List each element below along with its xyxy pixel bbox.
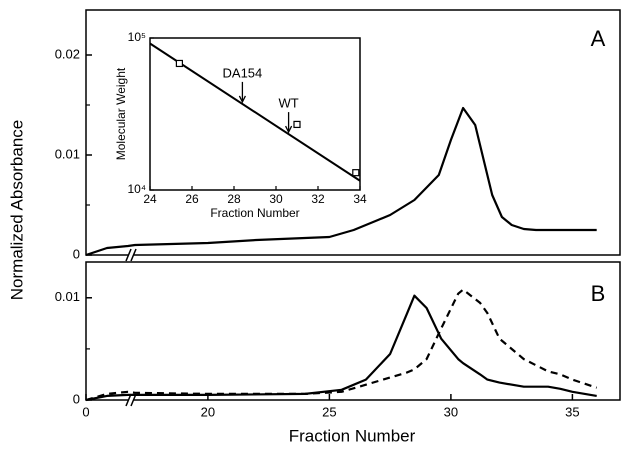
x-axis-label: Fraction Number (289, 426, 416, 445)
x-tick-label: 20 (201, 404, 215, 419)
annotation: DA154 (223, 65, 263, 80)
annotation: WT (278, 96, 298, 111)
fit-line (149, 42, 361, 182)
x-tick-label: 24 (143, 192, 157, 206)
y-tick-label: 10⁵ (128, 30, 146, 44)
y-tick-label: 0 (73, 246, 80, 261)
y-axis-label: Normalized Absorbance (7, 120, 26, 300)
x-tick-label: 35 (565, 404, 579, 419)
plot-frame (85, 9, 621, 256)
data-point (175, 59, 183, 68)
x-tick-label: 0 (82, 404, 89, 419)
y-tick-label: 0.01 (55, 289, 80, 304)
data-point (293, 120, 301, 129)
x-tick-label: 30 (444, 404, 458, 419)
x-tick-label: 34 (353, 192, 367, 206)
axis-break-gap (129, 249, 134, 261)
y-tick-label: 0 (73, 391, 80, 406)
x-tick-label: 30 (269, 192, 283, 206)
x-axis-label: Fraction Number (210, 206, 299, 220)
data-line (85, 288, 598, 402)
x-tick-label: 26 (185, 192, 199, 206)
panel-label: B (591, 281, 606, 306)
axis-break (125, 248, 132, 262)
annotation-arrowhead (285, 125, 293, 134)
data-point (352, 169, 360, 177)
annotation-arrowhead (238, 95, 246, 104)
y-tick-label: 10⁴ (127, 182, 146, 196)
panel-label: A (591, 26, 606, 51)
data-line (85, 294, 597, 402)
inset-frame (149, 37, 361, 191)
y-tick-label: 0.01 (55, 146, 80, 161)
data-line (85, 106, 597, 257)
plot-frame (85, 261, 621, 401)
y-tick-label: 0.02 (55, 46, 80, 61)
axis-break (130, 248, 137, 262)
y-axis-label: Molecular Weight (114, 67, 128, 160)
x-tick-label: 25 (322, 404, 336, 419)
x-tick-label: 28 (227, 192, 241, 206)
x-tick-label: 32 (311, 192, 325, 206)
axis-break-gap (129, 394, 134, 406)
